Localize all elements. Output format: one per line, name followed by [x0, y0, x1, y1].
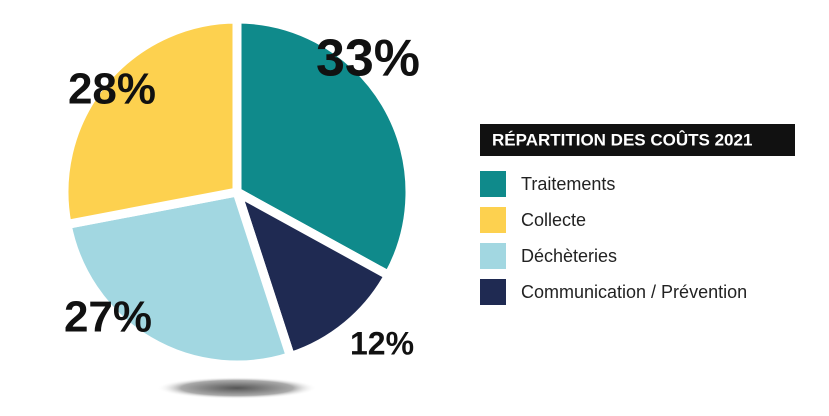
value-label: 12%: [350, 325, 414, 361]
legend-label: Collecte: [521, 210, 586, 230]
pie-slice: [229, 182, 395, 363]
value-label: 28%: [68, 65, 156, 114]
legend-swatch: [480, 243, 506, 269]
legend-title-bg: [480, 124, 795, 156]
legend-label: Traitements: [521, 174, 615, 194]
legend-swatch: [480, 207, 506, 233]
legend-label: Communication / Prévention: [521, 282, 747, 302]
legend-swatch: [480, 279, 506, 305]
value-label: 33%: [316, 30, 420, 88]
legend-title: RÉPARTITION DES COÛTS 2021: [492, 130, 752, 149]
pie-slice: [59, 14, 242, 230]
pie-slice: [61, 186, 297, 370]
value-label: 27%: [64, 293, 152, 342]
shadow: [157, 377, 317, 399]
legend-swatch: [480, 171, 506, 197]
legend-label: Déchèteries: [521, 246, 617, 266]
